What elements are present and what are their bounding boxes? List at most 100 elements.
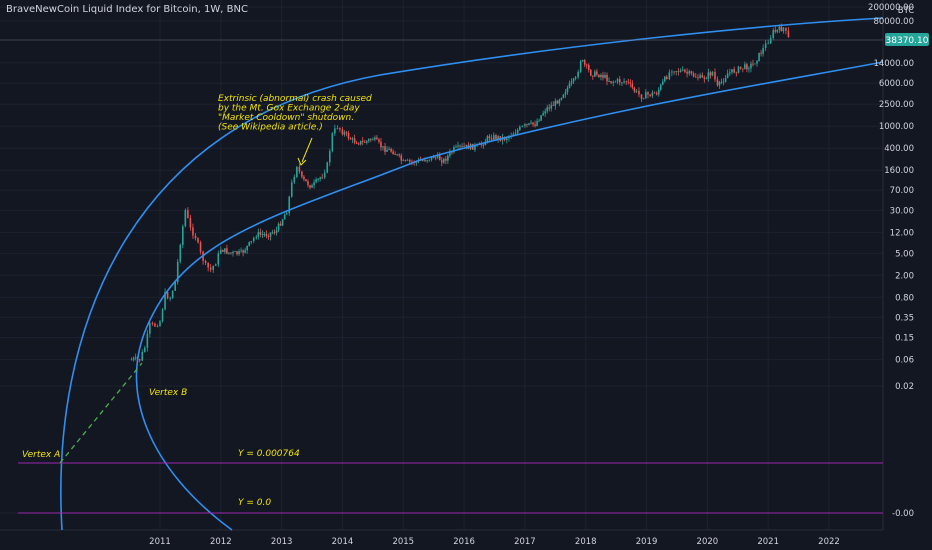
candle-body xyxy=(778,26,781,30)
candle-body xyxy=(546,107,549,112)
y-tick-label: 2500.00 xyxy=(879,100,914,110)
candle-body xyxy=(653,92,656,94)
y-tick-label: 200000.00 xyxy=(868,3,914,13)
candle-body xyxy=(540,115,542,121)
candle-body xyxy=(293,176,296,183)
candle-body xyxy=(671,71,673,73)
candle-body xyxy=(156,326,159,327)
candle-body xyxy=(132,358,135,360)
candle-body xyxy=(536,121,538,126)
candle-body xyxy=(618,79,621,83)
y-axis: 200000.00 80000.00 14000.00 6000.00 2500.00 1… xyxy=(868,3,914,519)
candle-body xyxy=(604,74,606,78)
candle-body xyxy=(589,69,592,76)
candle-body xyxy=(679,70,682,72)
annotation-text-line: "Market Cooldown" shutdown. xyxy=(218,113,354,123)
candle-body xyxy=(353,138,356,143)
annotation-arrow xyxy=(301,137,313,163)
candle-body xyxy=(592,75,594,77)
candle-body xyxy=(151,323,154,324)
candle-body xyxy=(376,137,378,140)
candle-body xyxy=(194,235,197,239)
candle-body xyxy=(579,61,582,72)
candle-body xyxy=(673,71,675,73)
vertex-a-label: Vertex A xyxy=(22,450,60,460)
candle-body xyxy=(572,78,575,82)
candle-body xyxy=(298,166,301,172)
candle-body xyxy=(365,140,368,143)
candle-body xyxy=(236,251,238,255)
candle-body xyxy=(583,60,586,65)
candle-body xyxy=(161,309,164,322)
candle-body xyxy=(159,321,161,327)
candle-body xyxy=(228,252,230,254)
candle-body xyxy=(616,79,619,82)
candle-body xyxy=(336,127,339,129)
candle-body xyxy=(370,139,372,140)
candle-body xyxy=(677,71,680,72)
candle-body xyxy=(220,250,222,254)
candle-body xyxy=(224,248,226,252)
candle-body xyxy=(612,81,615,83)
candle-body xyxy=(488,136,491,139)
candle-body xyxy=(451,151,453,153)
candle-body xyxy=(663,76,666,82)
y-tick-label: 0.02 xyxy=(895,382,914,392)
candle-body xyxy=(434,157,437,159)
candle-body xyxy=(443,158,445,163)
candle-body xyxy=(315,179,317,183)
candle-body xyxy=(222,250,224,252)
candle-body xyxy=(269,232,272,237)
candle-body xyxy=(345,132,348,134)
candle-body xyxy=(530,122,532,124)
candle-body xyxy=(560,97,563,100)
candle-body xyxy=(363,141,366,143)
y-tick-label: 0.15 xyxy=(895,334,914,344)
y-tick-label: 0.80 xyxy=(895,293,914,303)
candle-body xyxy=(711,71,714,76)
candle-body xyxy=(319,177,321,179)
candle-body xyxy=(209,267,212,270)
y-tick-label: 30.00 xyxy=(890,206,914,216)
candle-body xyxy=(548,107,551,109)
candle-body xyxy=(760,52,762,54)
candle-body xyxy=(438,155,441,161)
candle-body xyxy=(368,139,370,141)
candle-body xyxy=(207,262,209,268)
candle-body xyxy=(690,71,693,74)
channel-upper-curve xyxy=(60,17,884,531)
candle-body xyxy=(384,146,386,152)
candle-body xyxy=(566,87,569,93)
candle-body xyxy=(447,155,449,161)
candle-body xyxy=(226,248,228,254)
candle-body xyxy=(303,176,305,180)
candle-body xyxy=(449,151,451,156)
candle-body xyxy=(780,26,783,32)
candle-body xyxy=(697,77,699,79)
candle-body xyxy=(782,27,785,32)
candle-body xyxy=(143,347,146,352)
candle-body xyxy=(351,138,354,140)
candle-body xyxy=(372,139,374,141)
candle-body xyxy=(661,81,664,85)
annotation-text-line: by the Mt. Gox Exchange 2-day xyxy=(218,104,360,114)
candle-body xyxy=(149,323,151,334)
candle-body xyxy=(731,69,733,73)
candle-body xyxy=(722,81,725,83)
candle-body xyxy=(309,185,311,188)
candle-body xyxy=(596,71,598,75)
candle-body xyxy=(288,196,291,214)
candle-body xyxy=(248,241,250,246)
candle-body xyxy=(341,129,344,135)
candle-body xyxy=(242,250,244,253)
candle-body xyxy=(184,210,187,227)
x-tick-label: 2015 xyxy=(392,537,414,547)
dashed-extension xyxy=(59,362,143,464)
candle-body xyxy=(562,94,565,98)
candle-body xyxy=(532,122,534,125)
candle-body xyxy=(606,74,608,82)
last-price-tag: 38370.10 xyxy=(885,33,929,46)
candle-body xyxy=(378,139,380,142)
candle-body xyxy=(307,181,309,186)
